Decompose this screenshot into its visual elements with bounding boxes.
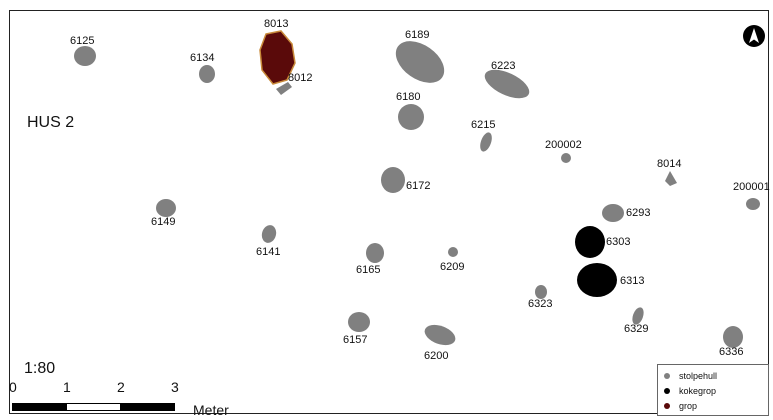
feature-8013	[259, 30, 296, 85]
feature-label-6293: 6293	[626, 207, 651, 219]
feature-label-200002: 200002	[545, 139, 582, 151]
feature-200001	[746, 198, 760, 210]
feature-label-6180: 6180	[396, 91, 421, 103]
black-dot-icon	[664, 388, 670, 394]
feature-label-6172: 6172	[406, 180, 431, 192]
scale-segment-2	[66, 404, 121, 410]
feature-6323	[535, 285, 547, 299]
feature-label-8013: 8013	[264, 18, 289, 30]
scale-tick-1: 1	[63, 379, 71, 395]
house-label: HUS 2	[27, 114, 75, 131]
feature-8012	[276, 82, 292, 95]
legend-label: grop	[679, 401, 698, 411]
feature-6165	[366, 243, 384, 263]
gray-dot-icon	[664, 373, 670, 379]
scale-bar	[12, 403, 175, 411]
legend-item-kokegrop: kokegrop	[664, 386, 716, 396]
feature-label-6313: 6313	[620, 275, 645, 287]
feature-label-6336: 6336	[719, 346, 744, 358]
scale-ratio: 1:80	[24, 360, 56, 377]
scale-segment-1	[13, 404, 67, 410]
feature-label-6215: 6215	[471, 119, 496, 131]
feature-6200	[424, 324, 456, 346]
legend-item-stolpehull: stolpehull	[664, 371, 717, 381]
feature-6215	[480, 132, 492, 152]
legend-item-grop: grop	[664, 401, 697, 411]
feature-6125	[74, 46, 96, 66]
feature-6172	[381, 167, 405, 193]
feature-label-6157: 6157	[343, 334, 368, 346]
feature-6209	[448, 247, 458, 257]
feature-label-6134: 6134	[190, 52, 215, 64]
feature-label-6209: 6209	[440, 261, 465, 273]
feature-6134	[199, 65, 215, 83]
feature-label-8014: 8014	[657, 158, 682, 170]
feature-6293	[602, 204, 624, 222]
map-frame	[9, 10, 769, 414]
feature-label-6329: 6329	[624, 323, 649, 335]
feature-6157	[348, 312, 370, 332]
feature-label-6125: 6125	[70, 35, 95, 47]
feature-label-6165: 6165	[356, 264, 381, 276]
feature-8014	[665, 171, 677, 186]
dark-red-dot-icon	[664, 403, 670, 409]
feature-6180	[398, 104, 424, 130]
scale-unit: Meter	[193, 402, 229, 418]
feature-6313	[577, 263, 617, 297]
feature-6303	[575, 226, 605, 258]
feature-label-8012: 8012	[288, 72, 313, 84]
feature-6329	[632, 307, 644, 325]
feature-label-6323: 6323	[528, 298, 553, 310]
feature-label-6200: 6200	[424, 350, 449, 362]
legend-label: stolpehull	[679, 371, 718, 381]
feature-6223	[484, 69, 530, 99]
feature-200002	[561, 153, 571, 163]
scale-tick-0: 0	[9, 379, 17, 395]
feature-label-6223: 6223	[491, 60, 516, 72]
feature-label-200001: 200001	[733, 181, 770, 193]
scale-tick-2: 2	[117, 379, 125, 395]
legend: stolpehull kokegrop grop	[657, 364, 769, 416]
north-arrow-icon	[743, 25, 765, 47]
feature-6189	[395, 41, 445, 83]
feature-label-6141: 6141	[256, 246, 281, 258]
legend-label: kokegrop	[679, 386, 717, 396]
scale-tick-3: 3	[171, 379, 179, 395]
feature-label-6189: 6189	[405, 29, 430, 41]
feature-label-6303: 6303	[606, 236, 631, 248]
feature-6141	[261, 225, 277, 243]
feature-6149	[156, 199, 176, 217]
feature-6336	[723, 326, 743, 348]
scale-segment-3	[120, 404, 175, 410]
feature-label-6149: 6149	[151, 216, 176, 228]
